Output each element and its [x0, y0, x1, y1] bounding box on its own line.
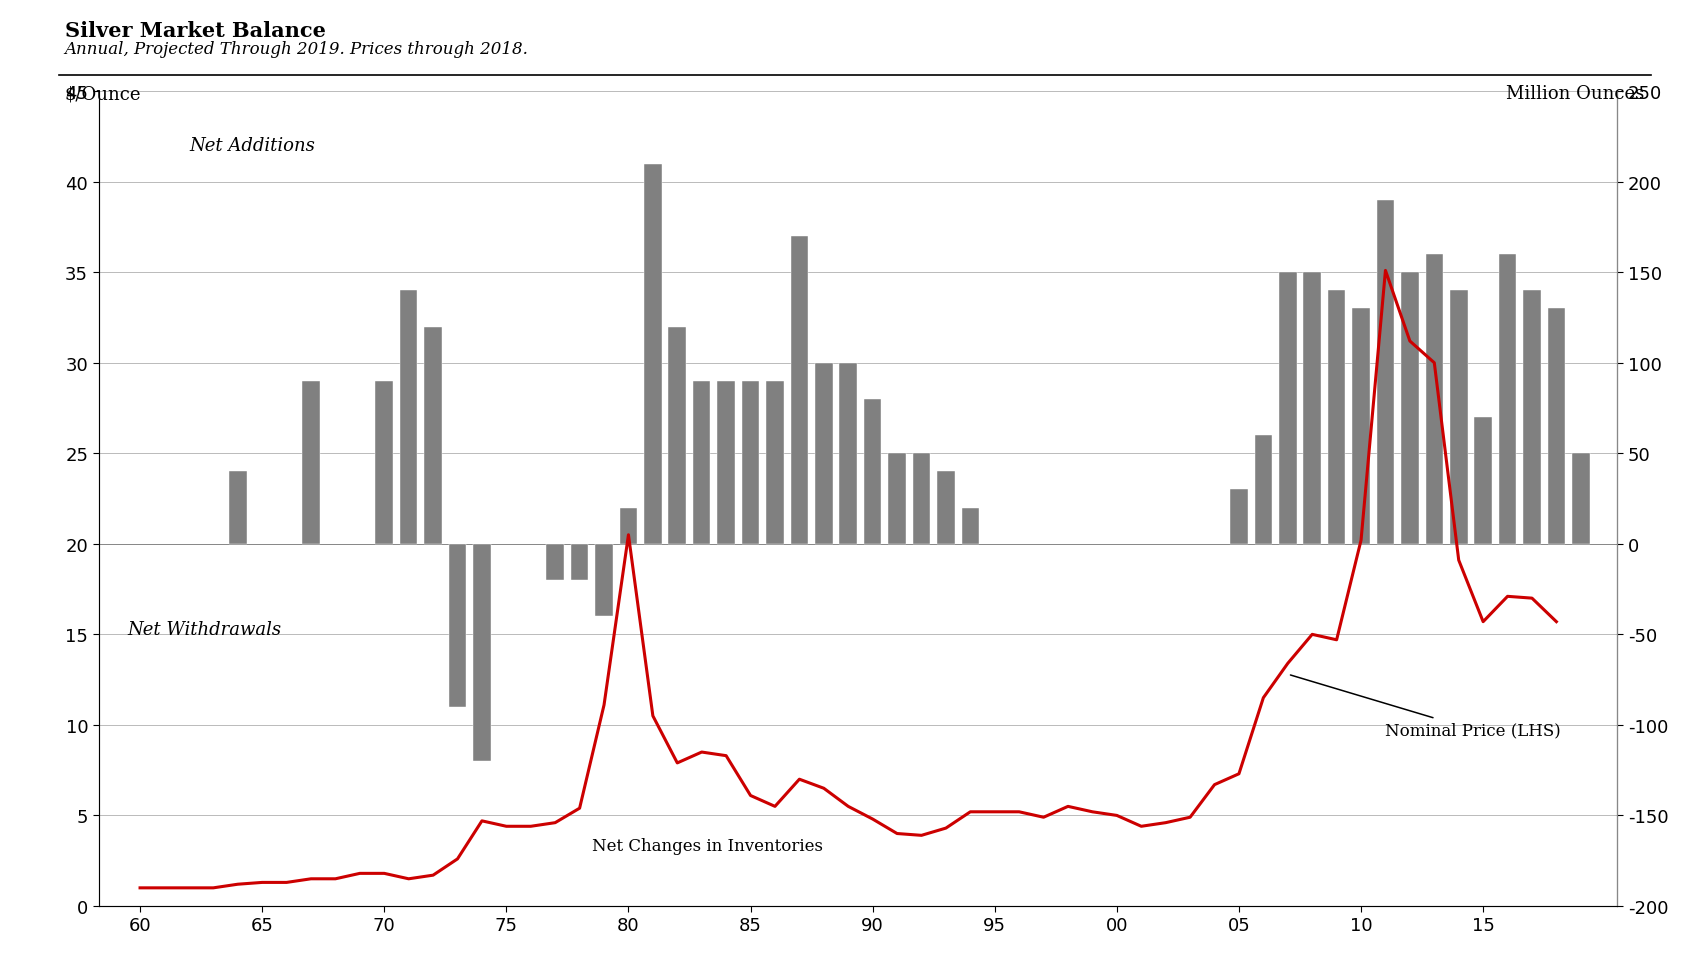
- Bar: [399, 291, 418, 545]
- Bar: [1328, 291, 1345, 545]
- Bar: [937, 472, 954, 545]
- Bar: [571, 545, 588, 580]
- Text: Annual, Projected Through 2019. Prices through 2018.: Annual, Projected Through 2019. Prices t…: [65, 41, 528, 58]
- Bar: [375, 382, 392, 545]
- Text: $/Ounce: $/Ounce: [65, 85, 141, 104]
- Bar: [229, 472, 246, 545]
- Bar: [667, 328, 686, 545]
- Bar: [1229, 490, 1246, 545]
- Bar: [766, 382, 783, 545]
- Bar: [717, 382, 735, 545]
- Bar: [1253, 436, 1272, 545]
- Bar: [790, 236, 808, 545]
- Bar: [448, 545, 465, 707]
- Bar: [693, 382, 710, 545]
- Bar: [594, 545, 613, 616]
- Bar: [1571, 453, 1589, 545]
- Bar: [839, 363, 856, 545]
- Bar: [547, 545, 564, 580]
- Bar: [1448, 291, 1467, 545]
- Bar: [961, 508, 978, 545]
- Text: Net Changes in Inventories: Net Changes in Inventories: [591, 837, 822, 855]
- Bar: [472, 545, 491, 762]
- Text: Nominal Price (LHS): Nominal Price (LHS): [1290, 675, 1560, 738]
- Bar: [424, 328, 441, 545]
- Bar: [1302, 273, 1321, 545]
- Text: Net Additions: Net Additions: [188, 138, 314, 155]
- Bar: [1474, 418, 1491, 545]
- Bar: [912, 453, 931, 545]
- Bar: [302, 382, 319, 545]
- Bar: [1352, 309, 1369, 545]
- Bar: [888, 453, 905, 545]
- Bar: [644, 165, 661, 545]
- Bar: [863, 399, 881, 545]
- Bar: [742, 382, 759, 545]
- Bar: [1279, 273, 1296, 545]
- Bar: [1523, 291, 1540, 545]
- Text: Net Withdrawals: Net Withdrawals: [127, 620, 282, 639]
- Bar: [815, 363, 832, 545]
- Bar: [1375, 201, 1394, 545]
- Bar: [1425, 255, 1442, 545]
- Bar: [1401, 273, 1418, 545]
- Text: Silver Market Balance: Silver Market Balance: [65, 21, 326, 42]
- Text: Million Ounces: Million Ounces: [1506, 85, 1644, 104]
- Bar: [1498, 255, 1515, 545]
- Bar: [1547, 309, 1564, 545]
- Bar: [620, 508, 637, 545]
